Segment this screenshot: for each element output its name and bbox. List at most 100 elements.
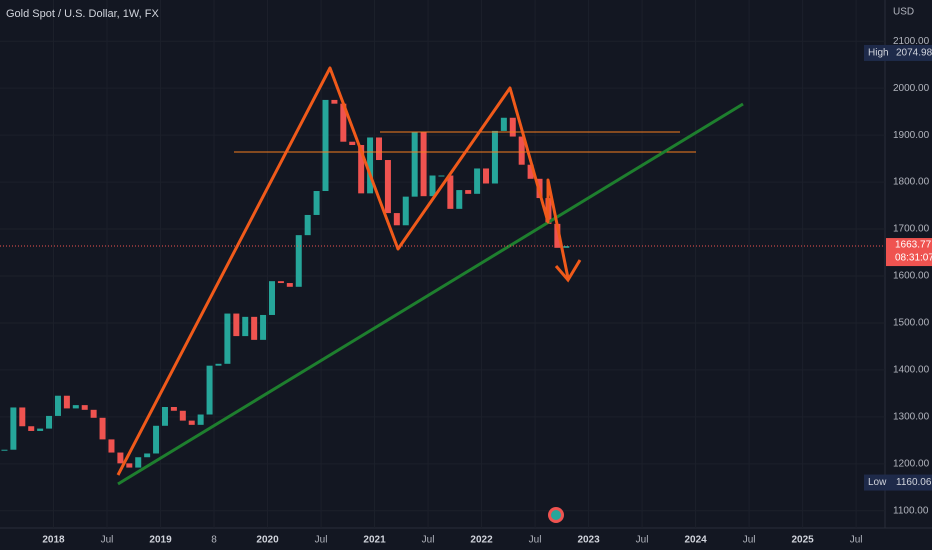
candle [37, 428, 44, 431]
candle [447, 175, 454, 209]
x-tick-label: Jul [850, 535, 863, 546]
y-tick-label: 1100.00 [893, 505, 929, 516]
candle [340, 103, 347, 142]
candle [251, 316, 258, 340]
candle [367, 137, 374, 194]
candle [456, 190, 463, 209]
y-tick-label: 2000.00 [893, 83, 930, 94]
x-tick-label: 2019 [149, 535, 172, 546]
candle [90, 409, 97, 418]
y-tick-label: 1300.00 [893, 412, 930, 423]
candle [108, 439, 115, 453]
trend-line [117, 102, 744, 486]
y-tick-label: 1500.00 [893, 318, 930, 329]
x-tick-label: 8 [211, 535, 217, 546]
pattern-zigzag [116, 66, 570, 476]
candle [438, 175, 445, 177]
candle [188, 420, 195, 425]
x-tick-label: Jul [101, 535, 114, 546]
candles [1, 99, 570, 468]
candle [474, 168, 481, 194]
candle [81, 405, 88, 410]
candle [161, 406, 168, 426]
candle [19, 407, 26, 427]
candle [393, 213, 400, 226]
candle [429, 175, 436, 197]
candle [135, 457, 142, 468]
high-badge [864, 44, 932, 61]
candle [313, 191, 320, 215]
candle [554, 223, 561, 248]
countdown: 08:31:07 [895, 253, 932, 264]
candle [349, 141, 356, 145]
candle [322, 99, 329, 192]
x-tick-label: 2024 [684, 535, 707, 546]
candle [242, 316, 249, 337]
drawings [116, 66, 744, 486]
candle [63, 395, 70, 409]
y-tick-label: 2100.00 [893, 36, 930, 47]
candle [465, 190, 472, 194]
candle [483, 168, 490, 184]
candle [384, 160, 391, 214]
last-price-badge [886, 238, 932, 267]
candle [518, 136, 525, 165]
y-tick-label: 1800.00 [893, 177, 930, 188]
candle [563, 246, 570, 248]
x-tick-label: Jul [422, 535, 435, 546]
y-tick-label: 1200.00 [893, 458, 930, 469]
axes: 2100.00 2000.00 1900.00 1800.00 1700.00 1600.… [42, 36, 929, 546]
low-badge [864, 474, 932, 491]
candle [295, 235, 302, 287]
y-tick-label: 1600.00 [893, 271, 930, 282]
candle [260, 314, 267, 340]
low-badge-label: Low [868, 477, 887, 488]
candle [268, 281, 275, 315]
y-unit: USD [893, 7, 914, 18]
last-price-label: 1663.77 [895, 240, 932, 251]
x-tick-label: Jul [636, 535, 649, 546]
high-badge-label: High [868, 48, 889, 59]
x-tick-label: 2020 [256, 535, 279, 546]
candle [491, 130, 498, 184]
x-tick-label: 2021 [363, 535, 386, 546]
x-tick-label: 2022 [470, 535, 493, 546]
event-icon-inner [551, 510, 561, 520]
candle [117, 452, 124, 464]
candle [215, 363, 222, 366]
candle [509, 117, 516, 137]
high-badge-value: 2074.98 [896, 48, 932, 59]
low-badge-value: 1160.06 [896, 477, 932, 488]
candle [411, 131, 418, 197]
candle [10, 407, 17, 450]
candle [286, 283, 293, 287]
y-tick-label: 1900.00 [893, 130, 930, 141]
y-tick-label: 1400.00 [893, 365, 930, 376]
candle [304, 214, 311, 236]
x-tick-label: 2023 [577, 535, 600, 546]
candle [277, 281, 284, 284]
arrow-head [554, 259, 582, 283]
candle [527, 164, 534, 179]
candle [179, 410, 186, 421]
candle [28, 426, 35, 431]
chart-title: Gold Spot / U.S. Dollar, 1W, FX [6, 8, 159, 20]
candle [1, 449, 8, 451]
candle [358, 144, 365, 194]
candle [206, 365, 213, 415]
x-tick-label: 2018 [42, 535, 65, 546]
candle [233, 313, 240, 337]
x-tick-label: 2025 [791, 535, 814, 546]
x-tick-label: Jul [529, 535, 542, 546]
candle [144, 453, 151, 458]
y-tick-label: 1700.00 [893, 224, 930, 235]
candle [99, 417, 106, 440]
candle [224, 313, 231, 364]
candle [500, 117, 507, 131]
candle [331, 99, 338, 104]
candle [376, 137, 383, 161]
candle [402, 196, 409, 226]
x-tick-label: Jul [315, 535, 328, 546]
